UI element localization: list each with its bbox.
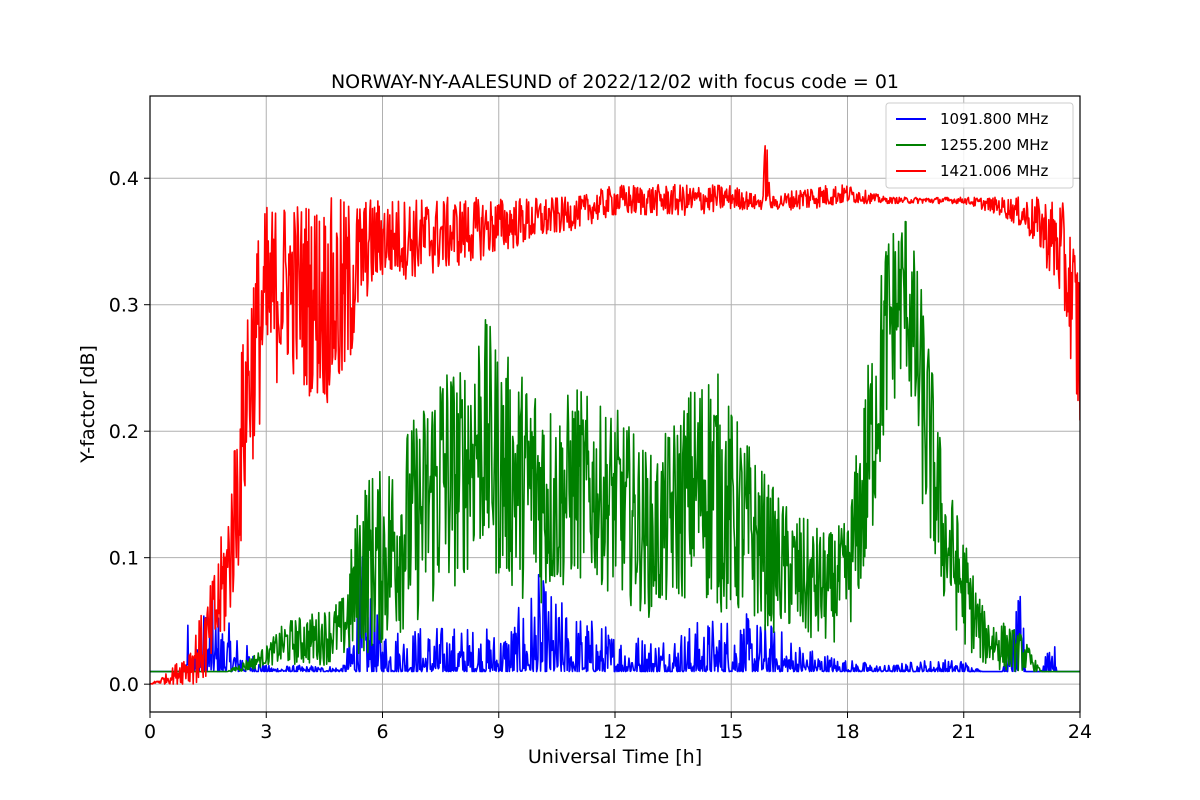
legend-label-1421: 1421.006 MHz	[940, 162, 1049, 180]
legend-box	[885, 102, 1074, 189]
y-tick-label: 0.2	[109, 421, 139, 443]
series-layer	[150, 145, 1080, 685]
x-tick-label: 3	[260, 721, 272, 743]
legend-label-1255: 1255.200 MHz	[940, 136, 1049, 154]
series-1255-line	[150, 220, 1080, 673]
legend: 1091.800 MHz 1255.200 MHz 1421.006 MHz	[885, 102, 1074, 189]
x-tick-label: 18	[835, 721, 859, 743]
x-tick-label: 21	[952, 721, 976, 743]
x-tick-label: 24	[1068, 721, 1092, 743]
series-1421-line	[150, 145, 1080, 685]
x-tick-label: 6	[376, 721, 388, 743]
chart-title: NORWAY-NY-AALESUND of 2022/12/02 with fo…	[331, 71, 899, 93]
y-tick-label: 0.3	[109, 295, 139, 317]
x-axis-label: Universal Time [h]	[528, 746, 702, 768]
x-tick-label: 15	[719, 721, 743, 743]
y-tick-label: 0.1	[109, 548, 139, 570]
x-tick-label: 12	[603, 721, 627, 743]
y-axis-label: Y-factor [dB]	[77, 345, 99, 464]
x-tick-label: 0	[144, 721, 156, 743]
legend-label-1091: 1091.800 MHz	[940, 110, 1049, 128]
y-tick-label: 0.0	[109, 674, 139, 696]
axis-ticks: 0 3 6 9 12 15 18 21 24 0.0 0.1 0.2 0.3 0.4	[109, 168, 1092, 743]
y-tick-label: 0.4	[109, 168, 139, 190]
series-1091-line	[150, 556, 1080, 673]
x-tick-label: 9	[493, 721, 505, 743]
